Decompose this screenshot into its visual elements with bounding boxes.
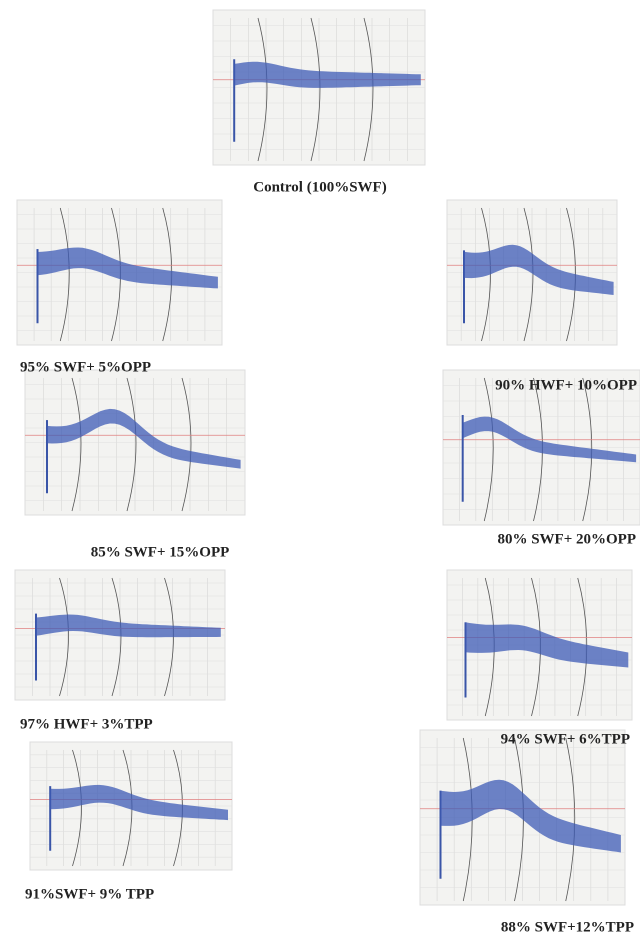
- caption: 97% HWF+ 3%TPP: [20, 716, 153, 732]
- chart-photo: [446, 199, 618, 346]
- curve-band: [465, 622, 629, 668]
- chart-photo: [446, 569, 633, 721]
- paper-arc: [59, 207, 70, 342]
- paper-arc: [257, 17, 268, 162]
- caption: 91%SWF+ 9% TPP: [25, 886, 154, 902]
- chart-photo: [442, 369, 640, 526]
- paper-arc: [363, 17, 374, 162]
- curve-band: [37, 247, 218, 289]
- caption: 88% SWF+12%TPP: [501, 919, 634, 935]
- caption: 85% SWF+ 15%OPP: [91, 544, 230, 560]
- paper-arc: [310, 17, 321, 162]
- paper-arc: [483, 377, 494, 522]
- paper-arc: [72, 749, 82, 867]
- curve-band: [464, 244, 614, 295]
- chart-photo: [14, 569, 226, 701]
- paper-arc: [126, 377, 137, 512]
- curve-band: [234, 61, 421, 88]
- curve-band: [440, 779, 621, 853]
- curve-band: [462, 416, 637, 463]
- caption: Control (100%SWF): [253, 179, 386, 195]
- paper-arc: [582, 377, 593, 522]
- chart-photo: [29, 741, 233, 871]
- paper-arc: [71, 377, 82, 512]
- caption: 94% SWF+ 6%TPP: [501, 731, 630, 747]
- paper-arc: [59, 577, 69, 697]
- caption: 90% HWF+ 10%OPP: [495, 377, 637, 393]
- chart-photo: [24, 369, 246, 516]
- caption: 95% SWF+ 5%OPP: [20, 359, 151, 375]
- paper-arc: [565, 737, 576, 902]
- chart-photo: [419, 729, 626, 906]
- chart-photo: [16, 199, 223, 346]
- paper-arc: [181, 377, 192, 512]
- curve-band: [47, 408, 241, 469]
- curve-band: [36, 614, 221, 638]
- curve-band: [50, 784, 229, 821]
- caption: 80% SWF+ 20%OPP: [497, 531, 636, 547]
- paper-arc: [566, 207, 576, 342]
- panels: [14, 9, 640, 906]
- chart-photo: [212, 9, 426, 166]
